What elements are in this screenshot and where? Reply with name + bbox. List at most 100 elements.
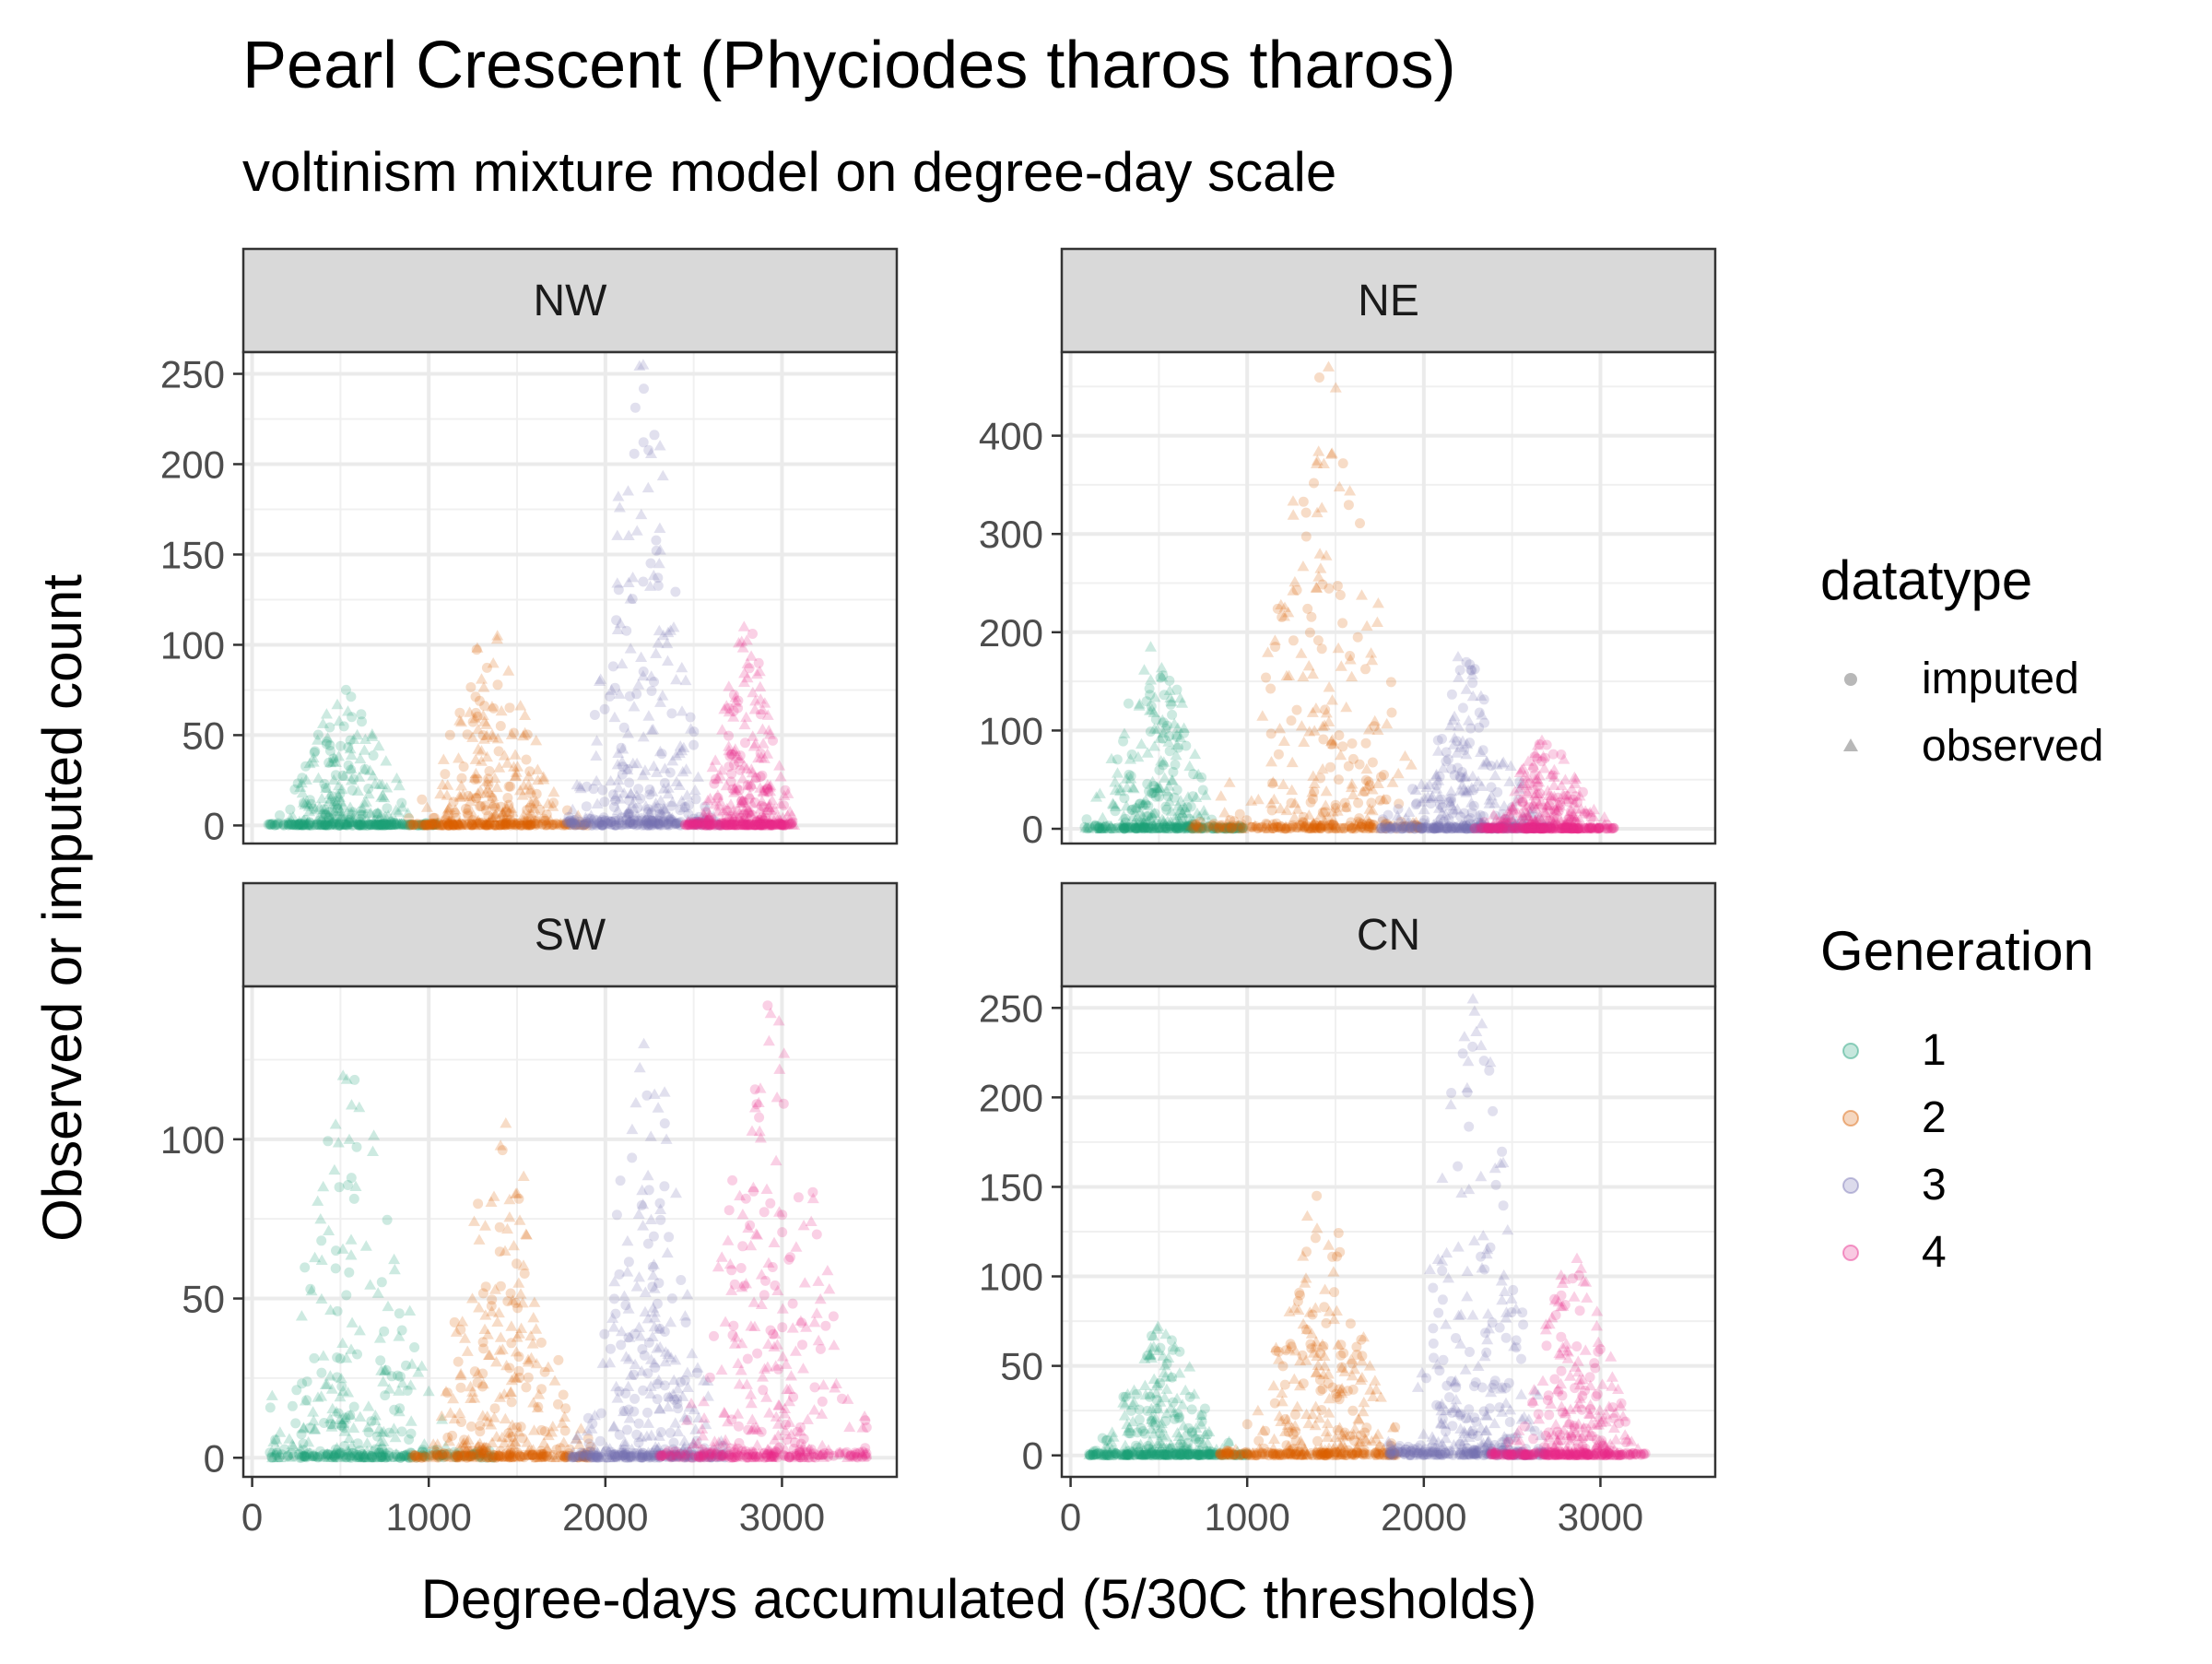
point-gen-4-imputed (812, 1230, 822, 1240)
point-gen-2-imputed (560, 1403, 571, 1413)
point-gen-1-imputed (1172, 785, 1182, 795)
point-gen-1-imputed (275, 810, 285, 820)
point-gen-4-imputed (1556, 800, 1566, 810)
point-gen-2-imputed (498, 1145, 508, 1155)
point-gen-1-imputed (352, 1142, 362, 1152)
point-gen-3-imputed (608, 789, 618, 799)
point-gen-4-imputed (748, 1186, 759, 1197)
point-gen-2-imputed (1253, 823, 1263, 833)
point-gen-2-imputed (456, 1383, 466, 1393)
point-gen-4-imputed (733, 703, 743, 714)
point-gen-4-imputed (1518, 797, 1528, 807)
point-gen-1-imputed (372, 1452, 382, 1462)
point-gen-3-imputed (655, 1215, 665, 1225)
y-tick-label: 0 (204, 1436, 225, 1480)
point-gen-2-imputed (478, 1337, 488, 1347)
point-gen-1-imputed (356, 809, 366, 820)
point-gen-3-imputed (1435, 772, 1445, 782)
point-gen-4-imputed (709, 1331, 719, 1341)
point-gen-4-imputed (724, 703, 734, 714)
point-gen-2-imputed (1337, 741, 1347, 751)
point-gen-2-imputed (465, 682, 476, 692)
point-gen-3-imputed (692, 1368, 702, 1378)
point-gen-2-imputed (466, 1422, 477, 1432)
point-gen-1-imputed (1112, 754, 1123, 764)
point-gen-4-imputed (783, 1255, 794, 1265)
point-gen-1-imputed (1159, 760, 1169, 770)
point-gen-4-imputed (719, 819, 729, 829)
point-gen-4-imputed (734, 1438, 744, 1448)
point-gen-3-imputed (680, 802, 690, 812)
point-gen-3-imputed (669, 1438, 679, 1448)
point-gen-2-imputed (1301, 508, 1312, 518)
point-gen-3-imputed (584, 1438, 594, 1448)
point-gen-2-imputed (1265, 684, 1276, 694)
point-gen-2-imputed (453, 1357, 464, 1367)
point-gen-4-imputed (762, 785, 772, 795)
point-gen-4-imputed (770, 1280, 780, 1291)
point-gen-3-imputed (582, 801, 592, 811)
point-gen-2-imputed (459, 761, 469, 772)
point-gen-1-imputed (1167, 710, 1177, 720)
point-gen-2-imputed (559, 1390, 569, 1400)
y-tick-label: 250 (160, 353, 225, 396)
point-gen-3-imputed (1433, 736, 1443, 746)
point-gen-1-imputed (347, 1173, 357, 1183)
point-gen-2-imputed (1353, 798, 1363, 808)
point-gen-1-imputed (377, 1277, 387, 1287)
point-gen-4-imputed (1530, 770, 1540, 780)
point-gen-2-imputed (1304, 823, 1314, 833)
point-gen-1-imputed (379, 1327, 389, 1337)
point-gen-2-imputed (529, 798, 539, 808)
point-gen-3-imputed (644, 1185, 654, 1195)
point-gen-3-imputed (649, 1232, 659, 1242)
point-gen-1-imputed (297, 773, 307, 783)
point-gen-1-imputed (363, 784, 373, 794)
point-gen-3-imputed (638, 577, 648, 587)
point-gen-3-imputed (1458, 702, 1468, 713)
point-gen-1-imputed (339, 721, 349, 731)
point-gen-1-imputed (372, 1432, 382, 1442)
point-gen-3-imputed (629, 1370, 639, 1380)
point-gen-2-imputed (1353, 632, 1363, 643)
point-gen-2-imputed (1338, 458, 1348, 468)
point-gen-2-imputed (1366, 797, 1376, 808)
point-gen-2-imputed (1235, 809, 1245, 820)
point-gen-3-imputed (647, 686, 657, 696)
point-gen-1-imputed (394, 1308, 405, 1318)
point-gen-3-imputed (634, 1419, 644, 1429)
point-gen-2-imputed (536, 1338, 547, 1348)
point-gen-4-imputed (724, 1205, 735, 1215)
point-gen-2-imputed (1261, 673, 1271, 683)
point-gen-2-imputed (1345, 651, 1355, 661)
point-gen-2-imputed (495, 1246, 505, 1257)
point-gen-2-imputed (1309, 478, 1319, 489)
point-gen-3-imputed (1447, 808, 1457, 819)
point-gen-2-imputed (1334, 774, 1344, 785)
point-gen-1-imputed (335, 1353, 346, 1363)
point-gen-2-imputed (540, 816, 550, 826)
point-gen-3-imputed (605, 691, 615, 702)
point-gen-2-imputed (487, 1294, 497, 1304)
point-gen-2-imputed (483, 1453, 493, 1463)
point-gen-2-imputed (514, 1373, 524, 1383)
y-tick-label: 0 (1022, 808, 1043, 851)
point-gen-3-imputed (1383, 810, 1394, 820)
point-gen-3-imputed (1455, 665, 1465, 675)
chart-subtitle: voltinism mixture model on degree-day sc… (242, 141, 1336, 203)
point-gen-3-imputed (590, 710, 600, 720)
point-gen-2-imputed (490, 1403, 500, 1413)
point-gen-4-imputed (756, 749, 766, 759)
point-gen-4-imputed (777, 1210, 787, 1220)
y-tick-label: 100 (160, 1118, 225, 1162)
point-gen-4-imputed (777, 1227, 787, 1237)
point-gen-3-imputed (637, 1200, 647, 1210)
point-gen-4-imputed (768, 736, 778, 746)
point-gen-2-imputed (488, 703, 499, 714)
point-gen-2-imputed (1315, 773, 1325, 784)
point-gen-1-imputed (349, 1194, 359, 1204)
point-gen-2-imputed (1386, 677, 1396, 687)
point-gen-1-imputed (290, 1418, 300, 1428)
point-gen-2-imputed (1320, 704, 1330, 714)
